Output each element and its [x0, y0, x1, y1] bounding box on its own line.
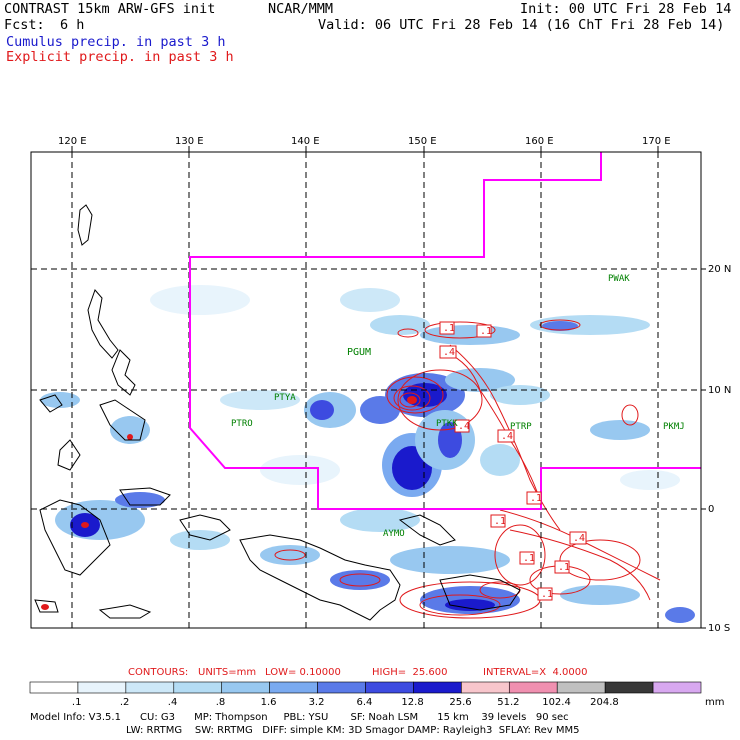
cumulus-legend: Cumulus precip. in past 3 h: [6, 34, 226, 50]
scale-label: .1: [71, 697, 82, 708]
scale-color-cell: [604, 681, 654, 694]
station-label: PTYA: [274, 393, 296, 403]
scale-color-cell: [173, 681, 223, 694]
contour-label: .1: [530, 493, 543, 504]
valid-time: Valid: 06 UTC Fri 28 Feb 14 (16 ChT Fri …: [318, 17, 725, 33]
scale-label: .4: [167, 697, 178, 708]
model-info-line1: Model Info: V3.5.1 CU: G3 MP: Thompson P…: [30, 712, 569, 723]
scale-color-cell: [29, 681, 79, 694]
contour-label: .4: [443, 347, 456, 358]
scale-color-cell: [317, 681, 366, 694]
forecast-hours: 6 h: [60, 17, 85, 33]
explicit-legend: Explicit precip. in past 3 h: [6, 49, 234, 65]
lon-label-170: 170 E: [642, 136, 671, 147]
scale-color-cell: [125, 681, 175, 694]
model-title: CONTRAST 15km ARW-GFS init: [4, 1, 216, 17]
scale-color-cell: [221, 681, 270, 694]
cumulus-precip-areas: [40, 285, 695, 623]
contour-info-units: UNITS=mm: [198, 667, 257, 678]
scale-color-cell: [508, 681, 558, 694]
lon-label-160: 160 E: [525, 136, 554, 147]
contour-info-interval: INTERVAL=X 4.0000: [483, 667, 588, 678]
explicit-precip-cores: [41, 396, 417, 610]
contour-label: .1: [494, 516, 507, 527]
contour-info-title: CONTOURS:: [128, 667, 189, 678]
contour-label: .4: [573, 533, 586, 544]
station-label: PTKK: [436, 419, 458, 429]
contour-label: .4: [458, 421, 471, 432]
org-label: NCAR/MMM: [268, 1, 334, 17]
scale-color-cell: [556, 681, 606, 694]
lat-label-20n: 20 N: [708, 264, 732, 275]
scale-label: 3.2: [308, 697, 325, 708]
scale-color-cell: [365, 681, 414, 694]
station-label: PWAK: [608, 274, 630, 284]
scale-color-cell: [461, 681, 510, 694]
contour-label: .1: [558, 562, 571, 573]
contour-info-high: HIGH= 25.600: [372, 667, 448, 678]
scale-label: 25.6: [449, 697, 472, 708]
contour-label-boxes: [439, 321, 587, 601]
scale-color-cell: [413, 681, 462, 694]
contour-label: .1: [443, 323, 456, 334]
scale-color-cell: [269, 681, 318, 694]
station-label: PGUM: [347, 347, 372, 358]
lat-label-eq: 0: [708, 504, 715, 515]
scale-label: 102.4: [542, 697, 571, 708]
station-label: PKMJ: [663, 422, 685, 432]
scale-label: 12.8: [401, 697, 424, 708]
contour-info-low: LOW= 0.10000: [265, 667, 341, 678]
scale-label: 1.6: [260, 697, 277, 708]
lon-label-140: 140 E: [291, 136, 320, 147]
contour-label: .1: [523, 553, 536, 564]
lon-label-130: 130 E: [175, 136, 204, 147]
lat-label-10n: 10 N: [708, 385, 732, 396]
scale-label: 51.2: [497, 697, 520, 708]
model-info-line2: LW: RRTMG SW: RRTMG DIFF: simple KM: 3D …: [126, 725, 580, 736]
scale-color-cell: [77, 681, 127, 694]
scale-label: 6.4: [356, 697, 373, 708]
scale-label: 204.8: [590, 697, 619, 708]
scale-label: .2: [119, 697, 130, 708]
contour-label: .4: [501, 431, 514, 442]
station-label: AYMO: [383, 529, 405, 539]
contour-label: .1: [541, 589, 554, 600]
contour-label: .1: [480, 326, 493, 337]
init-time: Init: 00 UTC Fri 28 Feb 14: [520, 1, 732, 17]
axis-ticks: [71, 146, 706, 629]
coastlines: [34, 204, 521, 621]
lat-label-10s: 10 S: [708, 623, 731, 634]
precip-color-scale: [29, 681, 702, 694]
scale-label: .8: [215, 697, 226, 708]
scale-color-cell: [652, 681, 702, 694]
lon-label-150: 150 E: [408, 136, 437, 147]
lon-label-120: 120 E: [58, 136, 87, 147]
scale-unit: mm: [705, 697, 725, 708]
forecast-label: Fcst:: [4, 17, 45, 33]
station-label: PTRO: [231, 419, 253, 429]
station-label: PTRP: [510, 422, 532, 432]
